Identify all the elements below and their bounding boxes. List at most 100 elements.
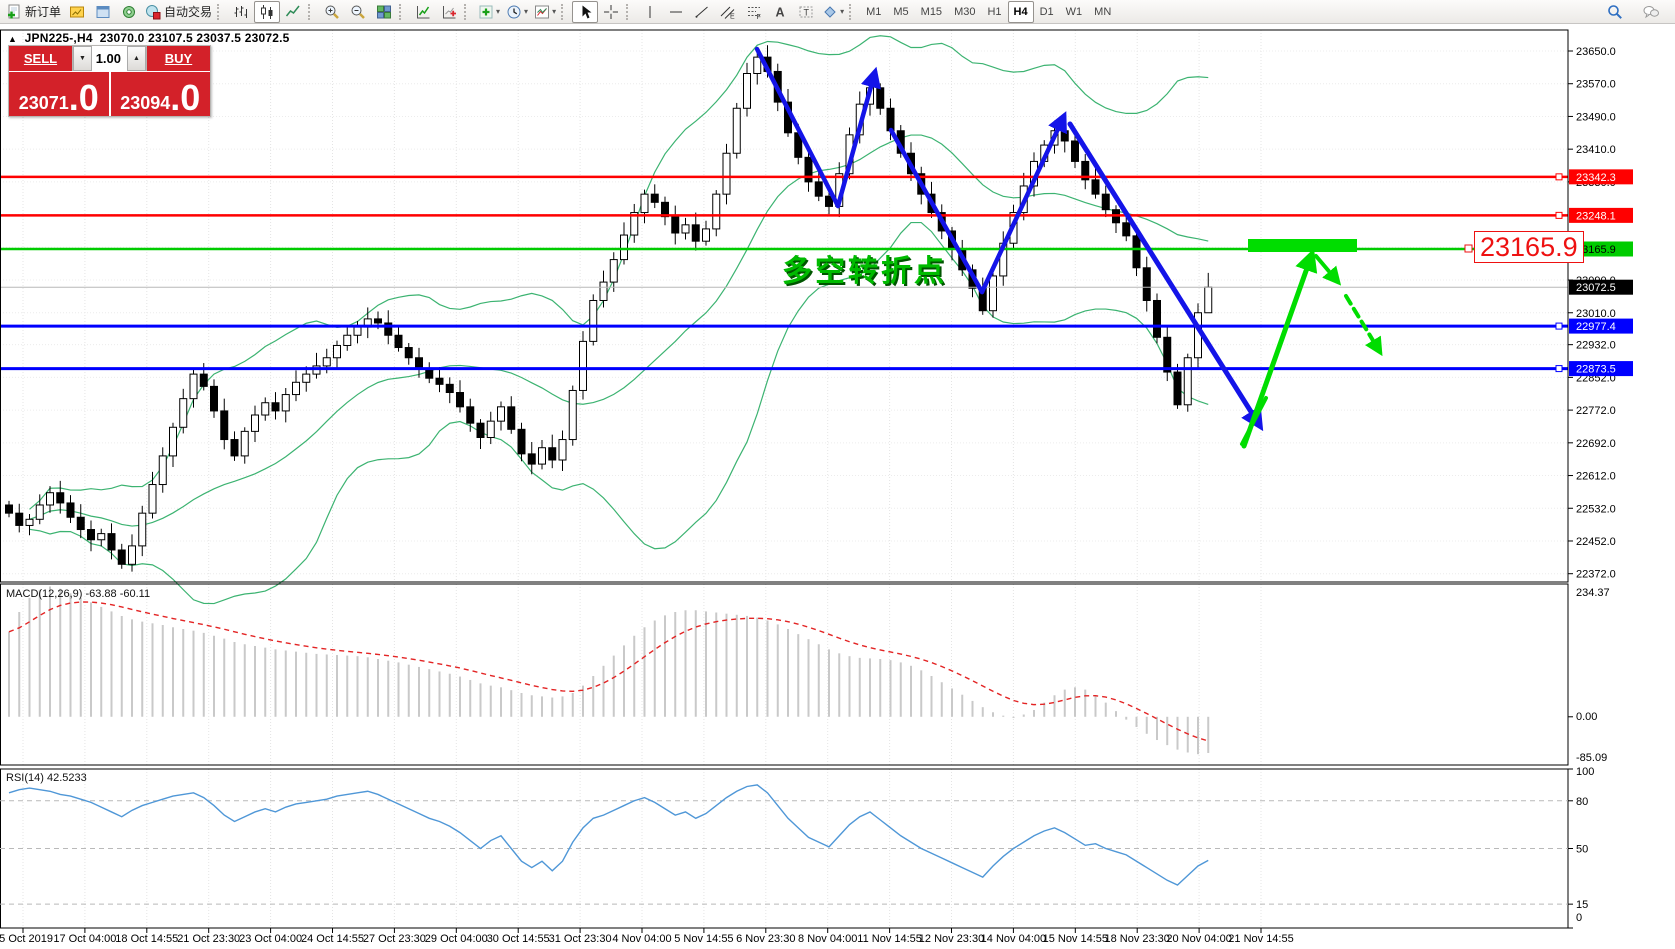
shapes-button[interactable]: ▾ [819,1,847,23]
profiles-button[interactable] [90,1,116,23]
svg-text:17 Oct 04:00: 17 Oct 04:00 [53,933,116,945]
timeframe-button-m30[interactable]: M30 [954,5,976,18]
sell-price-main: 23071 [18,93,69,113]
volume-input[interactable]: 1.00 [92,46,127,71]
sell-button[interactable]: SELL [9,46,72,71]
svg-text:27 Oct 23:30: 27 Oct 23:30 [363,933,426,945]
new-order-button[interactable]: 新订单 [3,1,64,23]
collapse-triangle-icon[interactable]: ▲ [8,34,18,44]
toolbar-separator [308,3,315,20]
timeframe-button-h4[interactable]: H4 [1007,0,1034,23]
svg-text:100: 100 [1576,766,1594,778]
rsi-indicator-label: RSI(14) 42.5233 [6,772,87,784]
search-icon [1608,4,1622,19]
autotrading-button[interactable]: 自动交易 [142,1,215,23]
zoom-in-button[interactable] [319,1,345,23]
buy-price-display[interactable]: 23094 .0 [110,72,210,116]
hline-button[interactable] [663,1,689,23]
bar-chart-icon [234,5,248,18]
svg-text:29 Oct 04:00: 29 Oct 04:00 [425,933,488,945]
one-click-trading-panel: SELL ▼ 1.00 ▲ BUY 23071 .0 23094 .0 [8,45,211,117]
volume-increase-button[interactable]: ▲ [127,46,146,71]
indicator-add-icon [443,5,457,18]
search-button[interactable] [1602,1,1628,23]
macd-indicator-label: MACD(12,26,9) -63.88 -60.11 [6,588,151,600]
line-chart-button[interactable] [280,1,306,23]
text-button[interactable]: A [767,1,793,23]
svg-text:22772.0: 22772.0 [1576,405,1616,417]
dropdown-arrow-icon: ▾ [524,7,529,16]
volume-decrease-button[interactable]: ▼ [73,46,92,71]
toolbar-separator [849,3,856,20]
candle-chart-button[interactable] [254,0,281,23]
timeframe-button-m15[interactable]: M15 [920,5,943,18]
toolbar-right-icons [1602,1,1672,23]
new-chart-icon [70,6,85,17]
crosshair-button[interactable] [598,1,624,23]
svg-text:22532.0: 22532.0 [1576,503,1616,515]
new-chart-button[interactable] [64,1,90,23]
periods-button[interactable]: ▾ [503,1,531,23]
svg-text:18 Oct 14:55: 18 Oct 14:55 [115,933,178,945]
signals-button[interactable] [116,1,142,23]
chat-icon [1643,5,1659,18]
indicators-button[interactable] [410,1,436,23]
svg-text:23410.0: 23410.0 [1576,144,1616,156]
new-order-icon [8,4,20,18]
sell-price-decimal: .0 [68,77,99,118]
chart-symbol-timeframe: JPN225-,H4 [24,31,93,45]
svg-text:15 Oct 2019: 15 Oct 2019 [0,933,53,945]
trendline-button[interactable] [689,1,715,23]
new-order-label: 新订单 [25,5,62,19]
hline-icon [670,11,683,12]
timeframe-button-d1[interactable]: D1 [1039,5,1054,18]
svg-text:23072.5: 23072.5 [1576,282,1616,294]
channel-button[interactable]: E [715,1,741,23]
tile-windows-button[interactable] [371,1,397,23]
buy-price-main: 23094 [120,93,171,113]
buy-button[interactable]: BUY [147,46,210,71]
toolbar-separator [626,3,633,20]
turning-point-annotation[interactable]: 多空转折点 [782,255,947,288]
svg-text:23165.9: 23165.9 [1576,244,1616,256]
price-tag-anchor [1464,244,1473,253]
vline-button[interactable] [637,1,663,23]
timeframe-button-m1[interactable]: M1 [866,5,882,18]
sell-price-display[interactable]: 23071 .0 [9,72,111,116]
svg-text:23570.0: 23570.0 [1576,79,1616,91]
fibonacci-icon: F [748,6,761,20]
svg-text:15 Nov 14:55: 15 Nov 14:55 [1043,933,1108,945]
timeframe-button-m5[interactable]: M5 [893,5,909,18]
text-label-button[interactable]: T [793,1,819,23]
chat-button[interactable] [1638,1,1664,23]
svg-text:31 Oct 23:30: 31 Oct 23:30 [549,933,612,945]
indicator-add-button[interactable] [436,1,462,23]
timeframe-button-h1[interactable]: H1 [987,5,1002,18]
chart-canvas[interactable]: 23650.023570.023490.023410.023330.023090… [0,24,1675,949]
price-tag-label[interactable]: 23165.9 [1474,231,1584,263]
macd-signal-line [8,601,1209,742]
toolbar-separator [217,3,224,20]
shapes-icon [824,5,836,18]
timeframe-button-w1[interactable]: W1 [1065,5,1083,18]
svg-text:23650.0: 23650.0 [1576,46,1616,58]
fibonacci-button[interactable]: F [741,1,767,23]
trend-annotations[interactable] [754,46,1473,449]
bar-chart-button[interactable] [228,1,254,23]
timeframe-button-mn[interactable]: MN [1094,5,1112,18]
add-object-button[interactable]: ▾ [475,1,503,23]
tile-windows-icon [377,5,392,18]
rsi-pane [0,784,1568,905]
svg-text:22873.5: 22873.5 [1576,364,1616,376]
cursor-button[interactable] [572,0,599,23]
price-axis[interactable]: 23650.023570.023490.023410.023330.023090… [1568,46,1633,929]
svg-text:21 Oct 23:30: 21 Oct 23:30 [177,933,240,945]
svg-text:22977.4: 22977.4 [1576,321,1616,333]
indicators-icon [417,5,430,18]
templates-button[interactable]: ▾ [531,1,559,23]
periods-icon [507,5,521,18]
profiles-icon [96,5,110,18]
horizontal-price-lines[interactable] [0,173,1568,373]
zoom-out-button[interactable] [345,1,371,23]
